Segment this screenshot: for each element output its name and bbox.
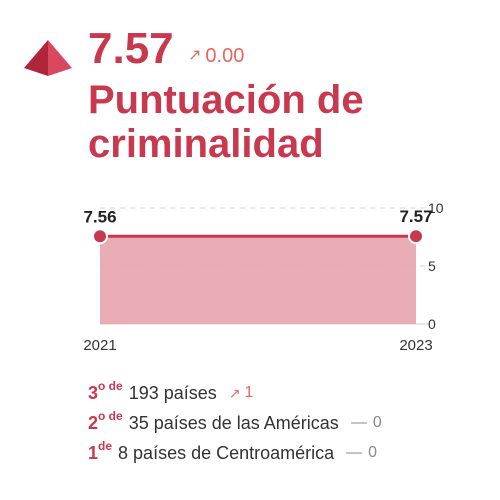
rank-number: 1 (88, 442, 99, 463)
trend-flat-icon: — (346, 444, 363, 461)
rank-number: 2 (88, 412, 99, 433)
page-title: Puntuación de criminalidad (88, 78, 364, 166)
y-tick-label: 5 (428, 258, 436, 274)
score-change-value: 0.00 (205, 45, 245, 67)
data-label: 7.57 (399, 207, 432, 226)
trend-flat-icon: — (350, 414, 367, 431)
rank-suffix: de (98, 439, 113, 453)
data-label: 7.56 (83, 207, 116, 226)
trend-up-icon: ↗ (228, 384, 241, 401)
rank-trend: — 0 (346, 444, 377, 462)
rank-scope: 35 países de las Américas (128, 412, 339, 433)
score-change: ↗ 0.00 (188, 44, 244, 68)
rank-trend-value: 0 (368, 444, 378, 461)
x-tick-label: 2021 (83, 337, 116, 354)
rank-trend: ↗ 1 (229, 384, 254, 402)
data-point (92, 228, 108, 245)
rank-scope: 193 países (128, 382, 217, 403)
rank-suffix: o de (98, 379, 123, 393)
rank-number: 3 (88, 382, 99, 403)
criminality-score: 7.57 (88, 24, 174, 73)
rank-suffix: o de (98, 409, 123, 423)
rankings-list: 3 o de 193 países ↗ 1 2 o de 35 países d… (88, 378, 488, 468)
trend-up-icon: ↗ (188, 47, 202, 64)
header: 7.57 ↗ 0.00 Puntuación de criminalidad (0, 0, 500, 180)
area-fill (100, 236, 416, 324)
y-tick-label: 0 (428, 316, 436, 332)
x-tick-label: 2023 (399, 337, 432, 354)
rank-trend: — 0 (351, 414, 382, 432)
rank-scope: 8 países de Centroamérica (118, 442, 335, 463)
rank-trend-value: 0 (372, 414, 382, 431)
criminality-area-chart: 0 5 10 7.56 2021 7.57 2023 (83, 200, 444, 354)
ranking-americas: 2 o de 35 países de las Américas — 0 (88, 408, 488, 438)
ranking-central-america: 1 de 8 países de Centroamérica — 0 (88, 438, 488, 468)
rank-trend-value: 1 (244, 384, 254, 401)
pyramid-icon (24, 40, 72, 76)
ranking-global: 3 o de 193 países ↗ 1 (88, 378, 488, 408)
data-point (408, 228, 424, 245)
y-tick-label: 10 (428, 200, 444, 216)
